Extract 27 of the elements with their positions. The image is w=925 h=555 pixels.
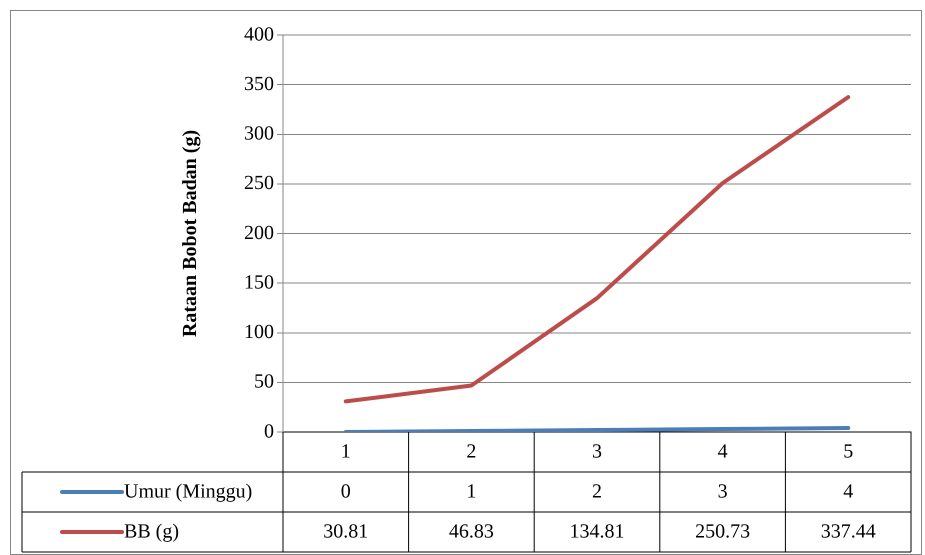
y-tick-label: 350 <box>244 72 274 95</box>
x-tick-label: 3 <box>592 440 602 462</box>
y-tick-label: 150 <box>244 271 274 294</box>
data-label: 250.73 <box>695 520 750 542</box>
y-tick-label: 50 <box>254 370 274 393</box>
legend-label: BB (g) <box>124 520 179 542</box>
data-label: 30.81 <box>323 520 368 542</box>
data-label: 0 <box>340 480 351 502</box>
y-axis-title: Rataan Bobot Badan (g) <box>179 130 202 338</box>
y-tick-label: 100 <box>244 321 274 343</box>
y-tick-label: 250 <box>244 172 274 194</box>
data-label: 3 <box>718 480 728 502</box>
y-tick-label: 200 <box>244 222 274 244</box>
x-tick-label: 1 <box>340 440 351 462</box>
data-label: 134.81 <box>570 520 624 542</box>
x-tick-label: 5 <box>843 440 854 462</box>
data-label: 1 <box>466 480 476 502</box>
data-label: 46.83 <box>448 520 494 542</box>
y-tick-label: 300 <box>244 122 274 144</box>
data-label: 2 <box>592 480 602 502</box>
data-label: 337.44 <box>820 520 876 542</box>
y-tick-label: 0 <box>264 420 274 442</box>
x-tick-label: 4 <box>718 440 728 462</box>
y-tick-label: 400 <box>244 23 274 46</box>
x-tick-label: 2 <box>466 440 476 462</box>
legend-label: Umur (Minggu) <box>124 480 252 502</box>
data-label: 4 <box>843 480 854 502</box>
